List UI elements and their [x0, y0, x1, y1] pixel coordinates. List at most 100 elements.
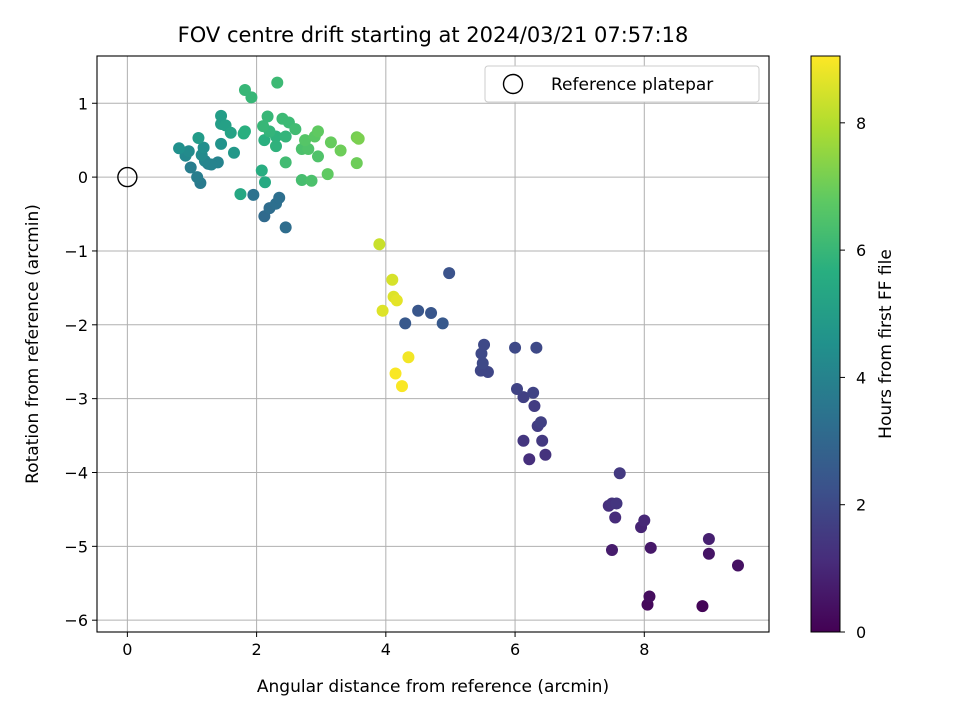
data-point [702, 547, 715, 560]
data-point [539, 448, 552, 461]
data-point [613, 467, 626, 480]
plot-frame [96, 55, 770, 633]
data-point [609, 511, 622, 524]
data-point [227, 146, 240, 159]
data-point [523, 453, 536, 466]
data-point [258, 134, 271, 147]
data-point [399, 317, 412, 330]
data-point [215, 109, 228, 122]
data-point [273, 191, 286, 204]
data-point [305, 174, 318, 187]
data-point [182, 145, 195, 158]
data-point [610, 497, 623, 510]
data-point [191, 171, 204, 184]
reference-platepar-marker [117, 166, 138, 188]
x-axis-label: Angular distance from reference (arcmin) [257, 677, 609, 697]
data-point [436, 317, 449, 330]
data-point [215, 137, 228, 150]
y-tick-label: −4 [64, 463, 88, 482]
y-axis-ticks: −6 −5 −4 −3 −2 −1 0 1 [64, 94, 97, 630]
data-point [536, 434, 549, 447]
data-point [321, 168, 334, 181]
x-tick-label: 8 [639, 640, 649, 659]
colorbar-tick-label: 4 [856, 368, 866, 387]
y-tick-label: −1 [64, 242, 88, 261]
colorbar-label: Hours from first FF file [876, 249, 896, 439]
data-point [257, 120, 270, 133]
colorbar-tick-label: 2 [856, 496, 866, 515]
data-point [402, 351, 415, 364]
data-point [352, 132, 365, 145]
data-point [311, 125, 324, 138]
data-point [324, 136, 337, 149]
data-point [386, 273, 399, 286]
data-point [605, 544, 618, 557]
data-point [269, 140, 282, 153]
data-point [509, 341, 522, 354]
data-point [247, 188, 260, 201]
data-point [245, 91, 258, 104]
data-point [261, 110, 274, 123]
data-point [534, 416, 547, 429]
data-point [279, 130, 292, 143]
y-tick-label: −2 [64, 316, 88, 335]
data-point [279, 221, 292, 234]
colorbar-tick-label: 6 [856, 241, 866, 260]
data-point [255, 164, 268, 177]
colorbar-tick-label: 0 [856, 623, 866, 642]
data-point [476, 357, 489, 370]
data-point [197, 141, 210, 154]
data-point [731, 559, 744, 572]
data-point [389, 367, 402, 380]
legend-box [484, 65, 760, 103]
data-point [517, 434, 530, 447]
data-point [528, 400, 541, 413]
data-point [259, 176, 271, 189]
data-point [702, 532, 715, 545]
data-point [644, 541, 657, 554]
data-point [224, 126, 237, 139]
data-point [289, 123, 302, 136]
data-point [638, 514, 651, 527]
data-point [395, 380, 408, 393]
data-point [443, 267, 456, 280]
data-point [390, 294, 403, 307]
y-tick-label: 1 [78, 94, 88, 113]
data-point [643, 590, 656, 603]
data-point [334, 144, 347, 157]
legend-label: Reference platepar [551, 75, 713, 95]
data-point [527, 386, 540, 399]
data-point [238, 125, 251, 138]
y-tick-label: −5 [64, 537, 88, 556]
data-point [530, 341, 543, 354]
x-axis-ticks: 0 2 4 6 8 [122, 632, 649, 659]
chart-title: FOV centre drift starting at 2024/03/21 … [178, 23, 689, 47]
data-point [234, 188, 247, 201]
data-point [425, 306, 438, 319]
y-tick-label: −3 [64, 390, 88, 409]
x-tick-label: 0 [122, 640, 132, 659]
data-point [511, 383, 523, 396]
data-point [299, 134, 312, 147]
y-tick-label: 0 [78, 168, 88, 187]
y-tick-label: −6 [64, 611, 88, 630]
data-point [412, 304, 425, 317]
data-point [517, 391, 530, 404]
colorbar-ticks: 0 2 4 6 8 [840, 114, 866, 642]
data-point [295, 174, 308, 187]
data-point [350, 157, 363, 170]
data-point [478, 338, 491, 351]
data-point [271, 76, 284, 89]
colorbar-tick-label: 8 [856, 114, 866, 133]
data-point [696, 600, 709, 613]
x-tick-label: 4 [381, 640, 391, 659]
data-points [173, 76, 744, 613]
data-point [184, 161, 197, 174]
data-point [373, 238, 386, 251]
data-point [192, 131, 205, 144]
y-axis-label: Rotation from reference (arcmin) [23, 204, 43, 484]
colorbar: 0 2 4 6 8 Hours from first FF file [810, 55, 896, 642]
data-point [311, 150, 324, 163]
data-point [279, 156, 292, 169]
